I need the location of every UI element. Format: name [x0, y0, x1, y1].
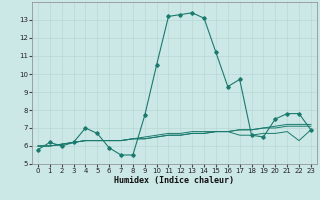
X-axis label: Humidex (Indice chaleur): Humidex (Indice chaleur): [115, 176, 234, 185]
